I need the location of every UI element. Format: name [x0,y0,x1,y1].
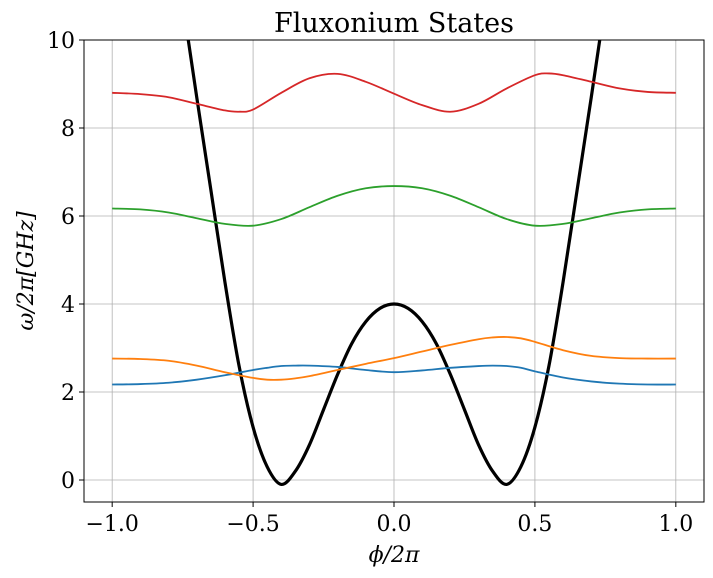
y-tick-label: 6 [61,205,75,230]
series-line-2 [112,185,676,227]
y-axis-label: ω/2π[GHz] [14,211,39,331]
y-tick-label: 8 [61,117,75,142]
x-tick-label: 0.0 [377,512,412,537]
x-tick-label: 0.5 [517,512,552,537]
series-line-1 [112,336,676,381]
series-line-0 [112,364,676,386]
ticks: −1.0 −0.5 0.0 0.5 1.0 0 2 4 6 8 10 [47,29,693,537]
x-axis-label: ϕ/2π [369,543,420,568]
x-tick-label: −0.5 [226,512,279,537]
y-tick-label: 2 [61,381,75,406]
x-tick-label: −1.0 [85,512,138,537]
potential-curve [186,40,602,487]
series-line-3 [112,72,676,113]
potential-curve-group [186,40,602,487]
y-tick-label: 4 [61,293,75,318]
x-tick-label: 1.0 [658,512,693,537]
series-group [112,72,676,386]
y-tick-label: 10 [47,29,75,54]
grid [84,39,704,502]
chart-title: Fluxonium States [274,8,514,39]
y-tick-label: 0 [61,469,75,494]
